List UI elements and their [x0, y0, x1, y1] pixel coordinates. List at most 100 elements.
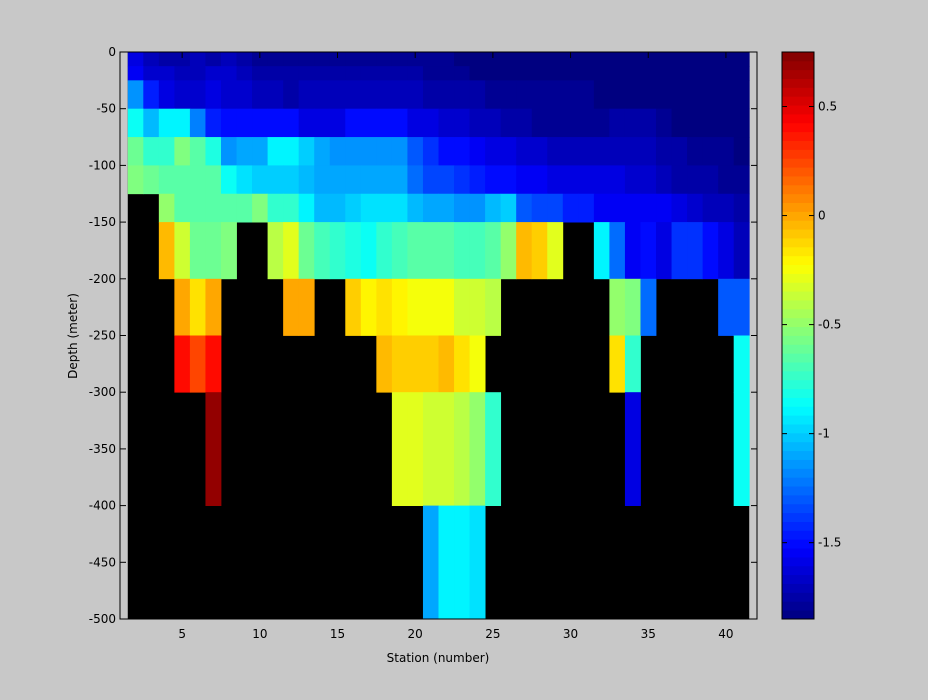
heatmap-cell [718, 222, 735, 280]
heatmap-cell [422, 137, 439, 166]
heatmap-cell [298, 278, 315, 336]
heatmap-cell [174, 222, 191, 280]
heatmap-cell [298, 137, 315, 166]
colorbar-step [782, 255, 814, 266]
heatmap-cell [407, 335, 424, 393]
heatmap-cell [624, 137, 641, 166]
heatmap-cell [298, 66, 315, 81]
heatmap-cell [174, 52, 191, 67]
heatmap-cell [624, 80, 641, 110]
heatmap-cell [236, 80, 253, 110]
heatmap-cell [391, 278, 408, 336]
heatmap-cell [189, 80, 206, 110]
heatmap-cell [500, 222, 517, 280]
heatmap-cell [174, 137, 191, 166]
colorbar-step [782, 273, 814, 283]
heatmap-cell [376, 80, 393, 110]
colorbar-step [782, 424, 814, 434]
heatmap-cell [205, 222, 222, 280]
heatmap-cell [174, 66, 191, 81]
heatmap-cell [298, 80, 315, 110]
heatmap-cell [407, 66, 424, 81]
heatmap-cell [609, 80, 626, 110]
heatmap-cell [500, 165, 517, 195]
heatmap-cell [174, 193, 191, 223]
heatmap-cell [252, 52, 268, 67]
heatmap-cell [640, 52, 657, 67]
heatmap-cell [547, 222, 564, 280]
heatmap-cell [562, 52, 579, 67]
heatmap-cell [267, 165, 284, 195]
heatmap-cell [578, 193, 595, 223]
heatmap-cell [702, 137, 719, 166]
heatmap-cell [733, 66, 750, 81]
heatmap-cell [174, 108, 191, 138]
heatmap-cell [516, 193, 533, 223]
colorbar-step [782, 406, 814, 416]
colorbar-tick-label: -1.5 [818, 536, 841, 550]
heatmap-cell [252, 193, 268, 223]
heatmap-cell [454, 137, 470, 166]
colorbar-step [782, 415, 814, 425]
colorbar-step [782, 601, 814, 611]
heatmap-cell [578, 108, 595, 138]
colorbar-step [782, 149, 814, 159]
x-tick-label: 35 [641, 627, 656, 641]
heatmap-cell [438, 165, 455, 195]
colorbar-step [782, 468, 814, 478]
heatmap-cell [376, 108, 393, 138]
heatmap-cell [593, 108, 610, 138]
x-tick-label: 40 [718, 627, 733, 641]
heatmap-cell [345, 222, 362, 280]
heatmap-cell [345, 108, 362, 138]
heatmap-cell [158, 165, 175, 195]
heatmap-cell [469, 52, 486, 67]
heatmap-cell [391, 335, 408, 393]
heatmap-cell [189, 278, 206, 336]
heatmap-cell [454, 505, 470, 620]
heatmap-cell [298, 108, 315, 138]
colorbar-step [782, 317, 814, 328]
heatmap-cell [314, 80, 331, 110]
colorbar-step [782, 229, 814, 239]
heatmap-cell [127, 52, 144, 67]
heatmap-cell [220, 108, 237, 138]
heatmap-cell [609, 278, 626, 336]
heatmap-cell [516, 80, 533, 110]
colorbar-step [782, 238, 814, 248]
heatmap-cell [609, 335, 626, 393]
heatmap-cell [485, 80, 502, 110]
heatmap-cell [640, 193, 657, 223]
heatmap-cell [314, 137, 331, 166]
heatmap-cell [189, 222, 206, 280]
heatmap-cell [656, 137, 672, 166]
heatmap-cell [174, 80, 191, 110]
heatmap-cell [158, 222, 175, 280]
heatmap-cell [687, 137, 704, 166]
heatmap-cell [578, 137, 595, 166]
heatmap-cell [469, 505, 486, 620]
heatmap-cell [733, 108, 750, 138]
heatmap-cell [143, 80, 160, 110]
heatmap-cell [702, 193, 719, 223]
heatmap-cell [391, 108, 408, 138]
heatmap-cell [516, 52, 533, 67]
heatmap-cell [283, 108, 300, 138]
colorbar-step [782, 114, 814, 124]
heatmap-cell [454, 193, 470, 223]
colorbar-step [782, 220, 814, 230]
colorbar-step [782, 370, 814, 381]
colorbar-step [782, 246, 814, 257]
heatmap-cell [438, 392, 455, 506]
heatmap-cell [562, 193, 579, 223]
heatmap-cell [220, 193, 237, 223]
heatmap-cell [485, 137, 502, 166]
heatmap-cell [438, 108, 455, 138]
colorbar-tick-label: -1 [818, 427, 830, 441]
heatmap-cell [267, 108, 284, 138]
heatmap-cell [407, 392, 424, 506]
colorbar-step [782, 87, 814, 97]
y-tick-label: -250 [89, 329, 116, 343]
colorbar-step [782, 530, 814, 540]
